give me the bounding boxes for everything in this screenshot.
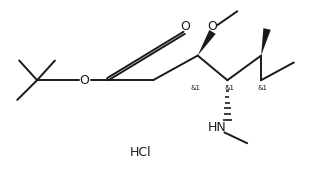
Text: &1: &1 <box>191 85 201 91</box>
Text: O: O <box>180 20 190 33</box>
Polygon shape <box>261 28 271 56</box>
Text: HN: HN <box>208 121 227 134</box>
Text: O: O <box>80 74 90 87</box>
Polygon shape <box>198 30 216 56</box>
Text: &1: &1 <box>224 85 234 91</box>
Text: O: O <box>208 20 218 33</box>
Text: HCl: HCl <box>130 146 151 159</box>
Text: &1: &1 <box>257 85 267 91</box>
